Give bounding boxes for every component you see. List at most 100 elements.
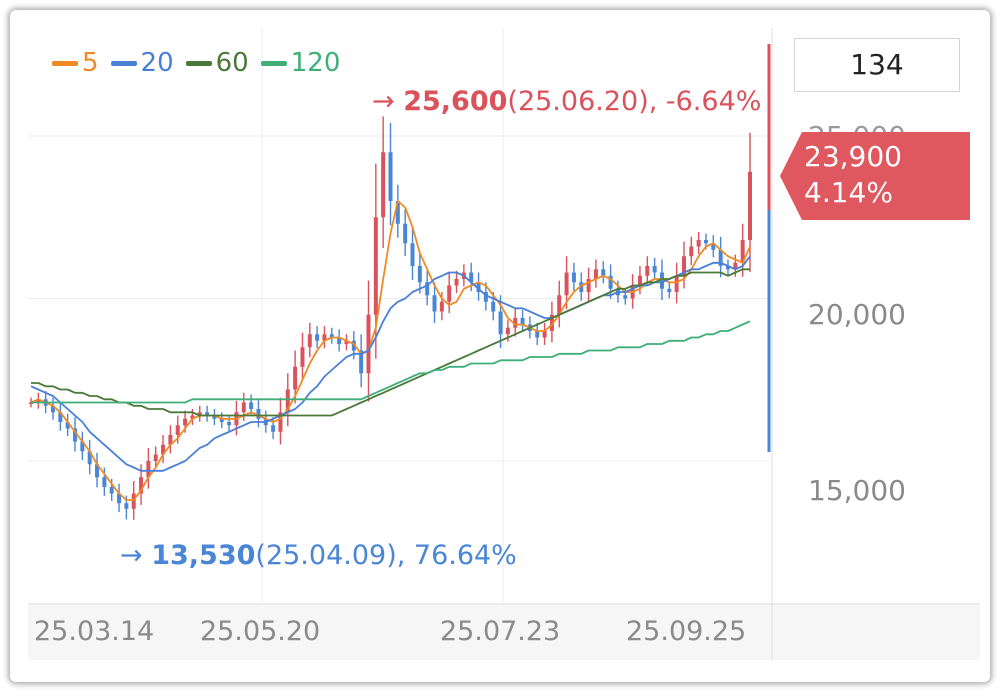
- candle-body: [425, 282, 430, 296]
- candle-body: [535, 331, 540, 338]
- ma-line-5: [30, 200, 751, 501]
- value-box[interactable]: 134: [794, 38, 960, 92]
- candle-body: [366, 314, 371, 374]
- candle-body: [80, 441, 85, 452]
- low-detail: (25.04.09), 76.64%: [255, 540, 517, 571]
- candle-body: [227, 422, 232, 426]
- legend-item-ma5: 5: [52, 48, 99, 78]
- candle-body: [637, 275, 642, 286]
- candle-body: [175, 425, 180, 435]
- x-tick-label-1: 25.03.14: [34, 616, 155, 647]
- candle-body: [87, 451, 92, 465]
- candle-body: [740, 240, 745, 263]
- candle-body: [131, 493, 136, 509]
- low-annotation: → 13,530(25.04.09), 76.64%: [120, 540, 517, 571]
- candle-body: [249, 402, 254, 409]
- candle-body: [219, 418, 224, 422]
- candle-body: [439, 301, 444, 312]
- candle-body: [161, 444, 166, 455]
- x-tick-label-4: 25.09.25: [626, 616, 747, 647]
- candle-body: [652, 266, 657, 273]
- legend-item-ma120: 120: [260, 48, 341, 78]
- candle-body: [564, 272, 569, 296]
- candle-body: [124, 503, 129, 509]
- y-tick-label-15000: 15,000: [808, 474, 906, 507]
- candle-body: [601, 269, 606, 276]
- candle-body: [212, 415, 217, 419]
- candle-body: [586, 279, 591, 292]
- y-tick-label-20000: 20,000: [808, 298, 906, 331]
- candle-body: [403, 223, 408, 244]
- candle-body: [410, 243, 415, 266]
- candle-body: [703, 240, 708, 244]
- current-price-badge: 23,900 4.14%: [780, 132, 970, 220]
- current-price: 23,900: [804, 140, 902, 173]
- legend-swatch-ma120: [260, 60, 287, 66]
- high-price: 25,600: [403, 86, 508, 117]
- candle-body: [373, 217, 378, 315]
- candle-body: [454, 279, 459, 286]
- candle-body: [183, 418, 188, 426]
- legend-label-ma5: 5: [82, 48, 99, 78]
- candle-body: [205, 412, 210, 416]
- price-axis-panel: [772, 28, 980, 604]
- legend-label-ma20: 20: [140, 48, 174, 78]
- candle-body: [146, 461, 151, 478]
- candle-body: [139, 477, 144, 494]
- high-annotation: → 25,600(25.06.20), -6.64%: [372, 86, 761, 117]
- candle-body: [300, 347, 305, 367]
- candle-body: [579, 282, 584, 292]
- candle-body: [73, 428, 78, 442]
- candle-body: [608, 275, 613, 289]
- legend-swatch-ma5: [52, 60, 78, 66]
- candle-body: [557, 295, 562, 315]
- candle-body: [102, 477, 107, 487]
- candle-body: [241, 402, 246, 413]
- candle-body: [388, 152, 393, 201]
- candle-body: [476, 282, 481, 292]
- candle-body: [271, 425, 276, 432]
- candle-body: [623, 295, 628, 299]
- candle-body: [748, 171, 752, 240]
- candle-body: [681, 256, 686, 276]
- candle-body: [417, 266, 422, 283]
- candle-body: [432, 295, 437, 312]
- ma-legend: 5 20 60 120: [52, 48, 340, 78]
- candle-body: [351, 340, 356, 351]
- candle-body: [659, 272, 664, 289]
- low-arrow-icon: →: [120, 540, 143, 571]
- candle-body: [329, 334, 334, 338]
- candle-body: [696, 240, 701, 247]
- candle-body: [469, 272, 474, 283]
- candle-body: [344, 340, 349, 344]
- candle-body: [359, 350, 364, 374]
- candle-body: [542, 331, 547, 338]
- candle-body: [381, 152, 386, 218]
- x-tick-label-3: 25.07.23: [440, 616, 561, 647]
- candle-body: [645, 266, 650, 276]
- candle-body: [315, 334, 320, 341]
- candle-body: [293, 366, 298, 390]
- candle-body: [505, 327, 510, 335]
- candle-body: [395, 201, 400, 224]
- ma-line-120: [31, 320, 751, 404]
- candle-body: [95, 464, 100, 478]
- legend-item-ma20: 20: [110, 48, 174, 78]
- candle-body: [667, 288, 672, 292]
- candle-body: [674, 275, 679, 292]
- legend-label-ma120: 120: [290, 48, 341, 78]
- candle-body: [571, 272, 576, 283]
- candle-body: [51, 405, 56, 413]
- current-change: 4.14%: [804, 176, 893, 209]
- candle-body: [689, 246, 694, 257]
- candle-body: [447, 285, 452, 302]
- candle-body: [58, 412, 63, 422]
- candle-body: [337, 337, 342, 344]
- candle-body: [520, 318, 525, 325]
- candle-body: [593, 269, 598, 279]
- candle-body: [153, 454, 158, 461]
- candle-body: [197, 412, 202, 416]
- high-arrow-icon: →: [372, 86, 395, 117]
- legend-item-ma60: 60: [185, 48, 249, 78]
